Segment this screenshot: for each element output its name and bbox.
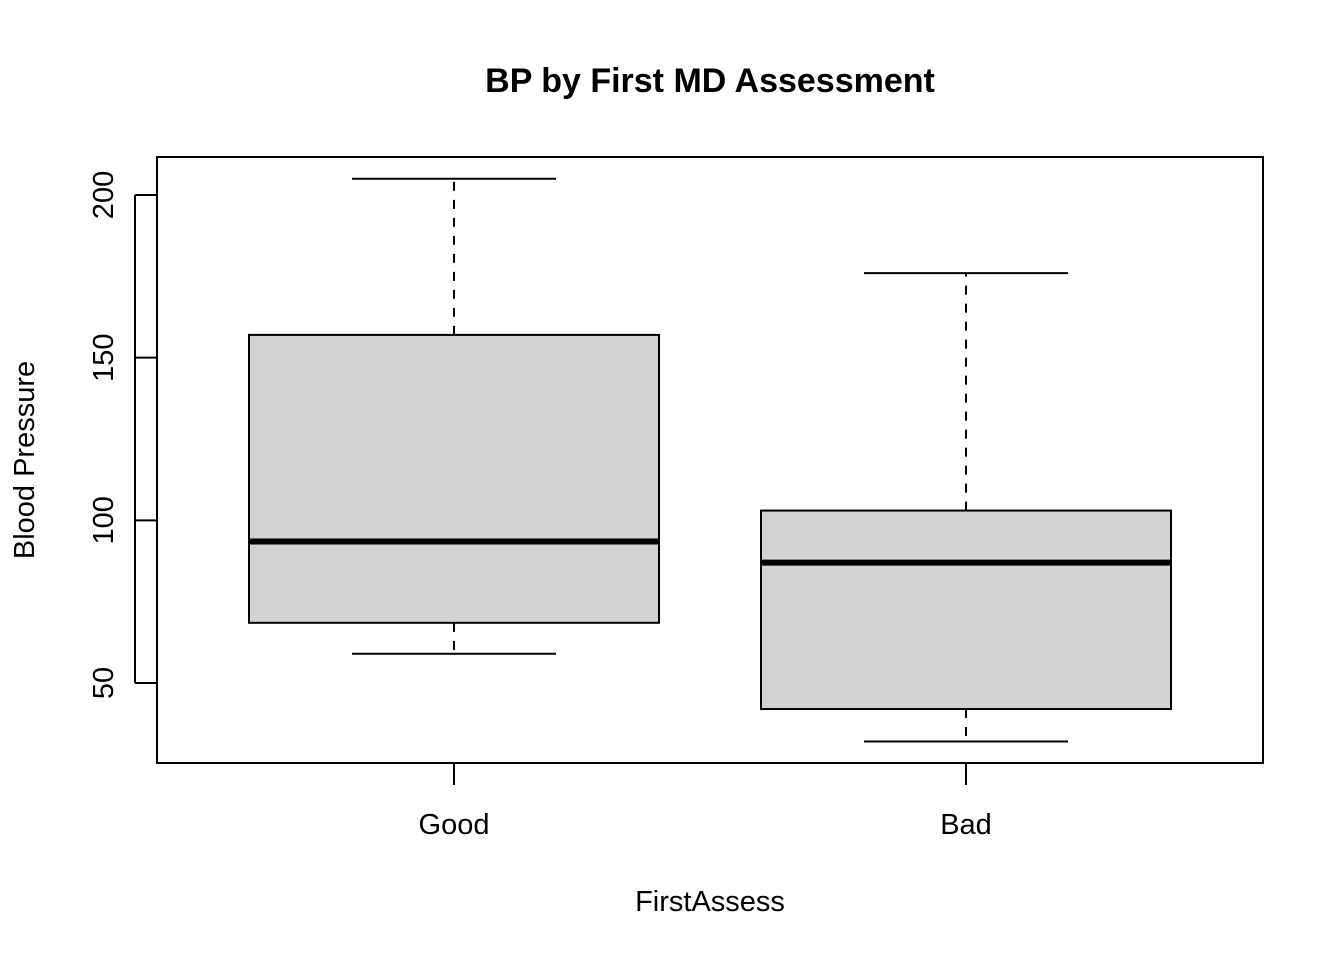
x-axis-label: FirstAssess bbox=[635, 886, 785, 918]
box-good bbox=[248, 177, 660, 655]
x-tick-label-bad: Bad bbox=[940, 809, 992, 841]
boxes bbox=[248, 177, 1172, 743]
y-tick-label-50: 50 bbox=[88, 667, 120, 699]
y-axis: 50 100 150 200 bbox=[88, 171, 157, 699]
box-bad bbox=[760, 272, 1172, 743]
y-tick-label-100: 100 bbox=[88, 496, 120, 544]
iqr-box-bad bbox=[760, 509, 1172, 711]
y-tick-label-150: 150 bbox=[88, 333, 120, 381]
y-tick-label-200: 200 bbox=[88, 171, 120, 219]
x-tick-label-good: Good bbox=[419, 809, 490, 841]
x-axis: Good Bad bbox=[419, 763, 992, 841]
iqr-box-good bbox=[248, 333, 660, 624]
chart-title: BP by First MD Assessment bbox=[485, 62, 935, 100]
plot-frame bbox=[156, 156, 1264, 764]
y-axis-label: Blood Pressure bbox=[9, 361, 41, 559]
